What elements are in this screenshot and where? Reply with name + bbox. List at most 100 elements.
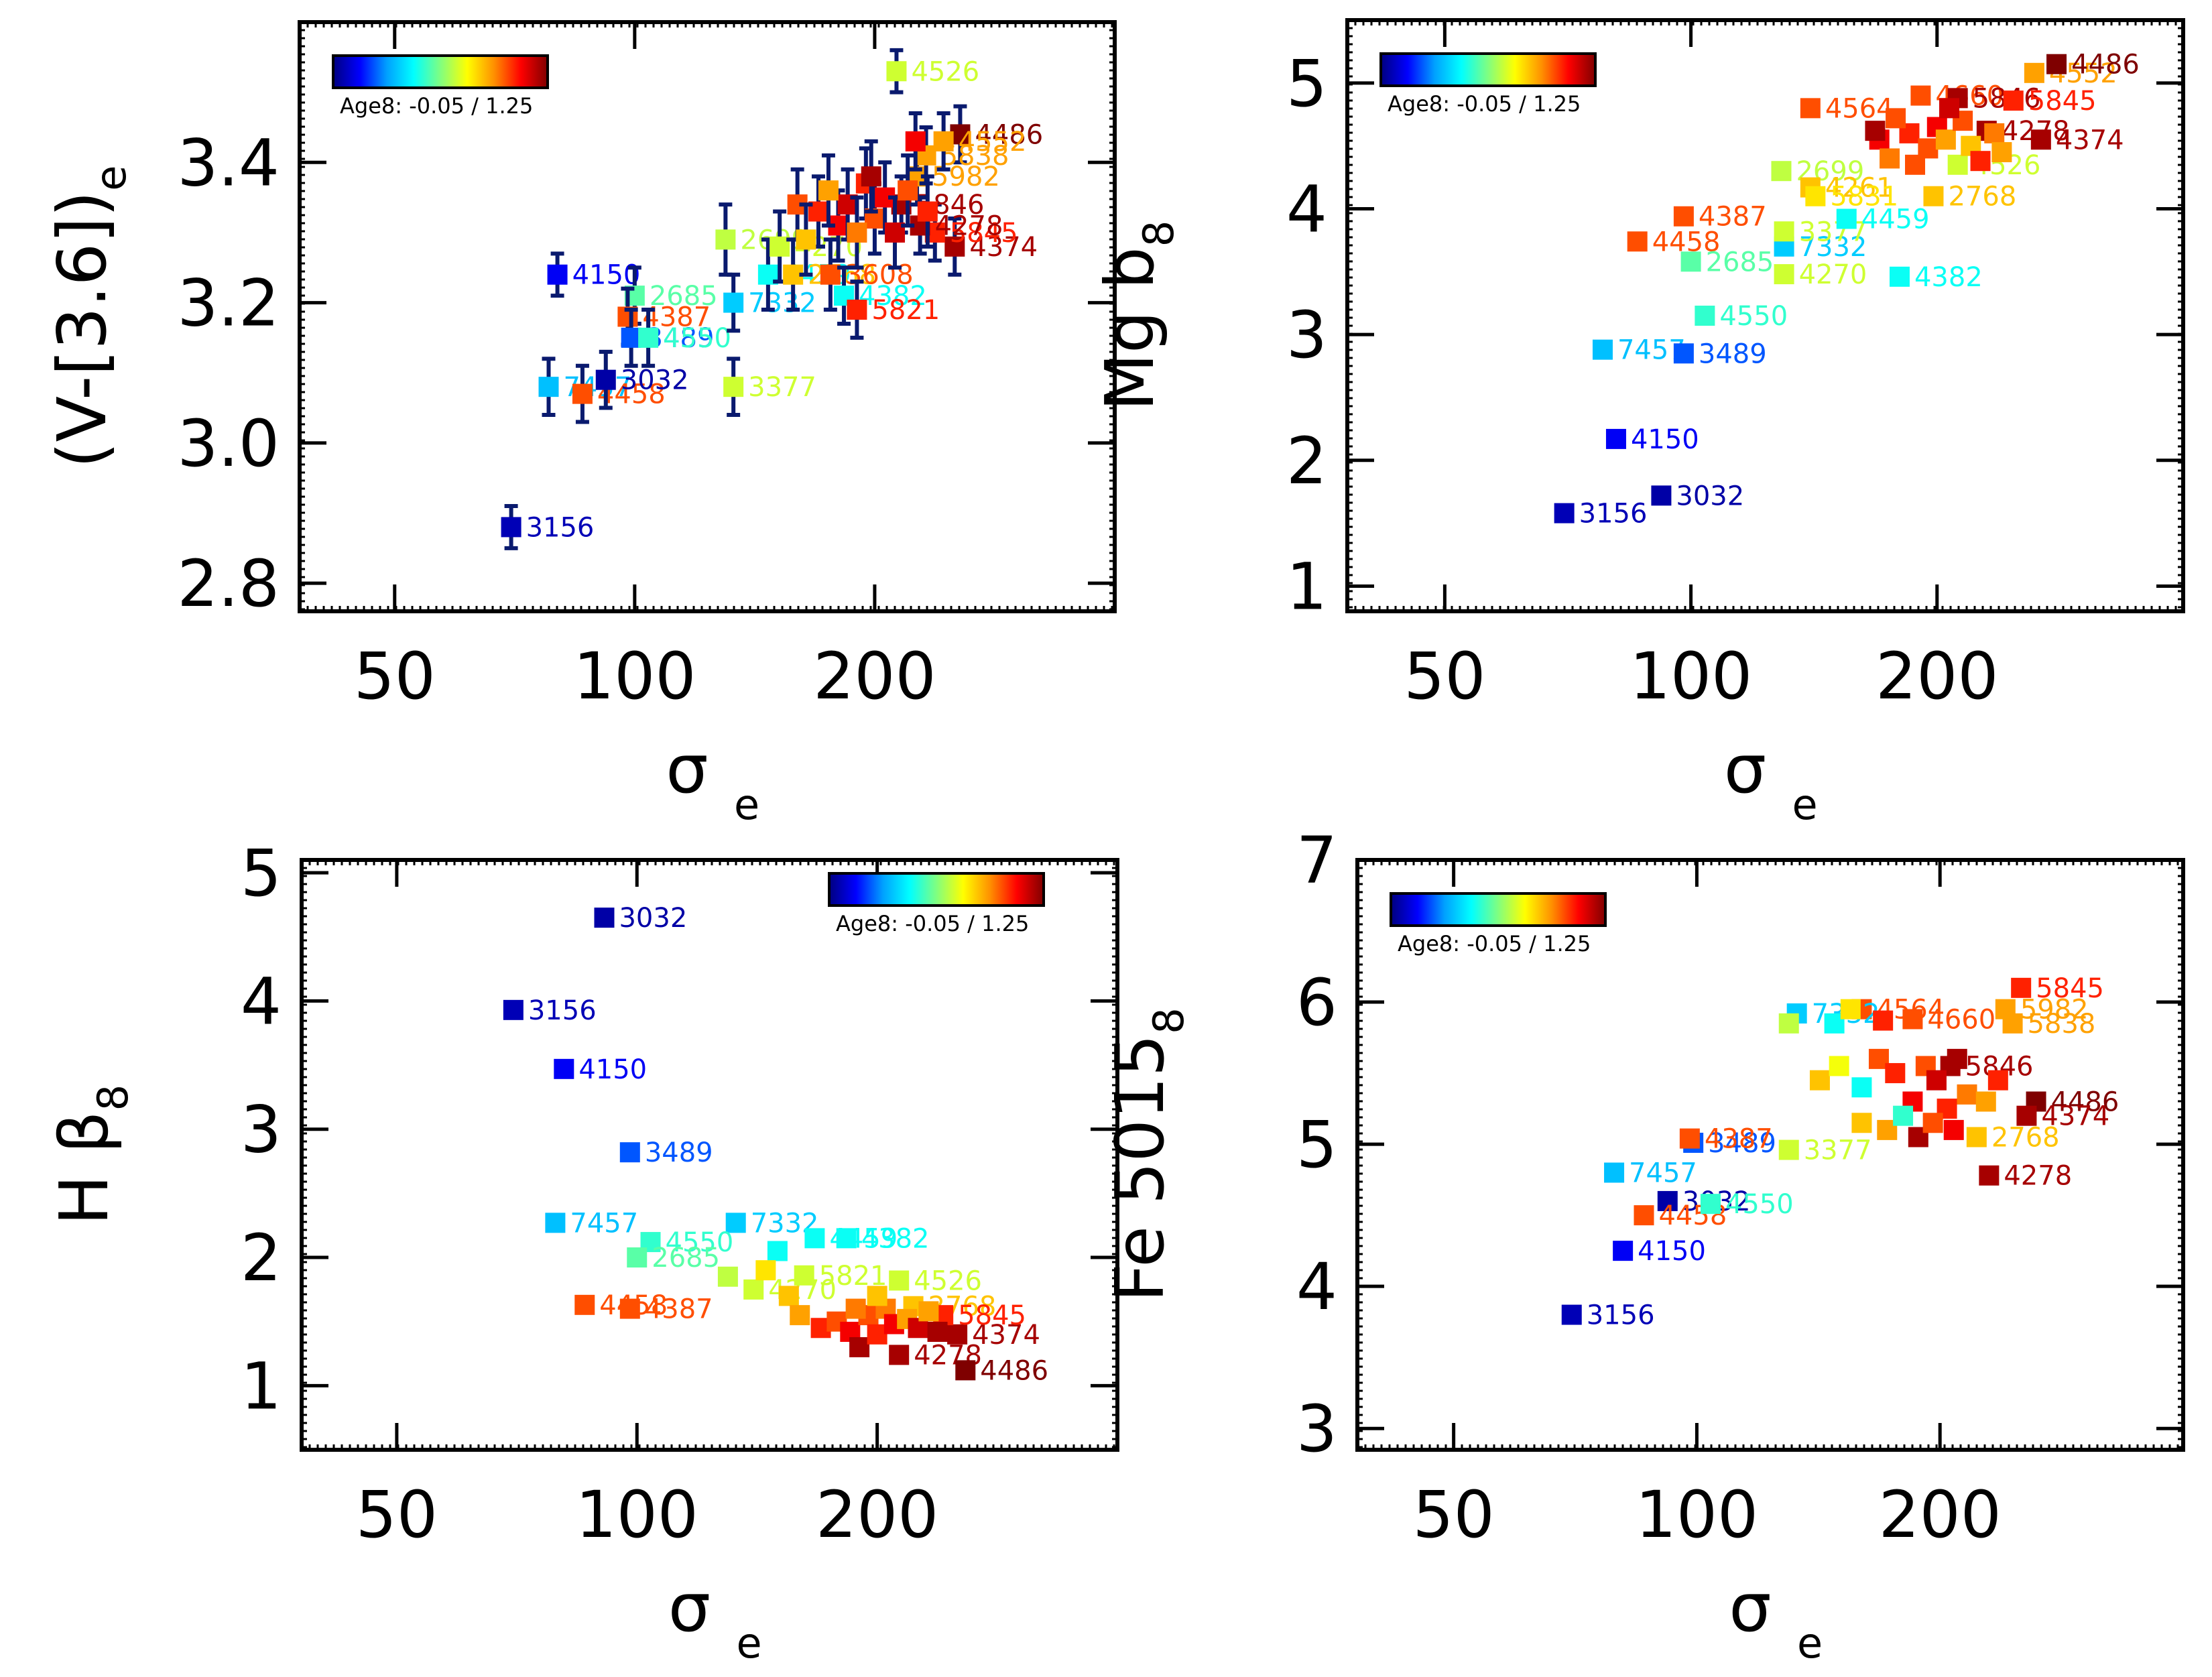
scatter-point [1774, 221, 1794, 242]
point-label: 3032 [619, 903, 687, 934]
scatter-point [2002, 1013, 2023, 1034]
scatter-point [1805, 186, 1826, 206]
age-colorbar [332, 54, 549, 89]
point-label: 4150 [578, 1054, 647, 1085]
scatter-point [1926, 1070, 1947, 1091]
scatter-point [547, 264, 568, 285]
x-tick-label: 200 [1879, 1477, 2002, 1552]
point-label: 5845 [2036, 973, 2104, 1004]
scatter-point [503, 999, 524, 1020]
scatter-point [574, 1294, 595, 1315]
point-label: 4486 [975, 119, 1043, 150]
scatter-point [1991, 142, 2012, 163]
scatter-point [2003, 90, 2024, 111]
point-label: 2685 [1706, 247, 1774, 277]
point-label: 4374 [2056, 125, 2124, 156]
scatter-point [1673, 343, 1694, 364]
point-label: 4552 [959, 127, 1027, 158]
scatter-point [1627, 231, 1648, 252]
y-tick-label: 3 [1286, 298, 1327, 373]
scatter-point [1984, 123, 2005, 143]
scatter-point [1554, 503, 1575, 523]
scatter-point [820, 264, 841, 285]
point-label: 2768 [1948, 182, 2016, 212]
scatter-point [867, 1324, 887, 1345]
scatter-point [1987, 1070, 2008, 1091]
scatter-point [717, 1266, 738, 1287]
scatter-point [723, 292, 744, 313]
x-tick-label: 200 [1876, 639, 1998, 714]
scatter-point [778, 1286, 799, 1306]
point-label: 5838 [2028, 1009, 2096, 1040]
scatter-point [847, 222, 867, 243]
scatter-point [621, 327, 641, 348]
scatter-point [619, 1142, 640, 1163]
scatter-point [1970, 151, 1991, 172]
point-label: 4526 [914, 1265, 982, 1296]
scatter-point [1865, 121, 1886, 141]
y-tick-label: 3 [241, 1093, 282, 1168]
x-axis-title: σ [1729, 1568, 1771, 1647]
point-label: 7332 [1799, 232, 1867, 263]
scatter-point [1604, 1162, 1625, 1183]
plot-frame [300, 858, 1119, 1452]
point-label: 4374 [2041, 1101, 2109, 1132]
scatter-point [889, 1345, 910, 1365]
y-axis-title-group: (V-[3.6])e [43, 166, 135, 469]
colorbar-label: Age8: -0.05 / 1.25 [340, 93, 533, 119]
y-tick-label: 3.2 [177, 266, 280, 341]
point-label: 4550 [1725, 1189, 1794, 1220]
y-tick-label: 3.0 [177, 406, 280, 481]
age-colorbar [1390, 892, 1607, 927]
y-tick-label: 2.8 [177, 546, 280, 621]
point-label: 4382 [1914, 262, 1983, 293]
point-label: 3489 [1708, 1128, 1776, 1159]
scatter-point [767, 1241, 788, 1261]
y-tick-label: 5 [241, 836, 282, 911]
scatter-point [1922, 1113, 1943, 1133]
point-label: 4387 [645, 1294, 713, 1325]
point-label: 4564 [1825, 93, 1894, 124]
x-axis-title-subscript: e [734, 780, 759, 829]
scatter-point [1605, 428, 1626, 449]
point-label: 5821 [871, 295, 940, 326]
x-tick-label: 100 [1630, 639, 1752, 714]
x-axis-title-subscript: e [737, 1619, 762, 1668]
x-tick-label: 100 [576, 1477, 698, 1552]
point-label: 4486 [2051, 1086, 2119, 1117]
point-label: 5845 [950, 218, 1018, 249]
panel-mgb-vs-sigma: 50 100 200 1 2 3 4 5 σ e Mg b8 Age8: -0.05 / 1.25 31… [1091, 18, 2185, 829]
colorbar-label: Age8: -0.05 / 1.25 [1398, 931, 1591, 956]
point-label: 3032 [621, 365, 689, 396]
frame-minor-ticks [300, 859, 1117, 1450]
scatter-point [743, 1279, 764, 1300]
scatter-point [947, 1324, 968, 1345]
scatter-point [818, 180, 839, 201]
data-points: 3156415030324458455074573489438733774278… [1561, 973, 2119, 1331]
point-label: 2685 [650, 281, 718, 312]
x-tick-label: 100 [573, 639, 696, 714]
y-axis-title: Mg b8 [1091, 221, 1183, 411]
scatter-point [849, 1337, 870, 1357]
scatter-point [2024, 62, 2044, 83]
x-tick-label: 100 [1636, 1477, 1758, 1552]
point-label: 4382 [861, 1223, 930, 1254]
point-label: 4150 [1631, 424, 1699, 455]
point-label: 4278 [935, 210, 1003, 241]
scatter-point [889, 1270, 910, 1291]
scatter-point [2016, 1105, 2037, 1126]
scatter-point [918, 1301, 939, 1322]
scatter-point [1680, 251, 1701, 272]
scatter-point [1975, 1091, 1996, 1112]
scatter-point [845, 1298, 866, 1319]
point-label: 4550 [663, 323, 731, 354]
scatter-point [1966, 1127, 1987, 1147]
scatter-point [627, 1247, 648, 1268]
scatter-point [545, 1213, 566, 1233]
scatter-point [1771, 161, 1792, 182]
point-label: 5982 [2020, 995, 2089, 1026]
point-label: 7457 [1629, 1158, 1697, 1189]
x-tick-label: 200 [816, 1477, 938, 1552]
